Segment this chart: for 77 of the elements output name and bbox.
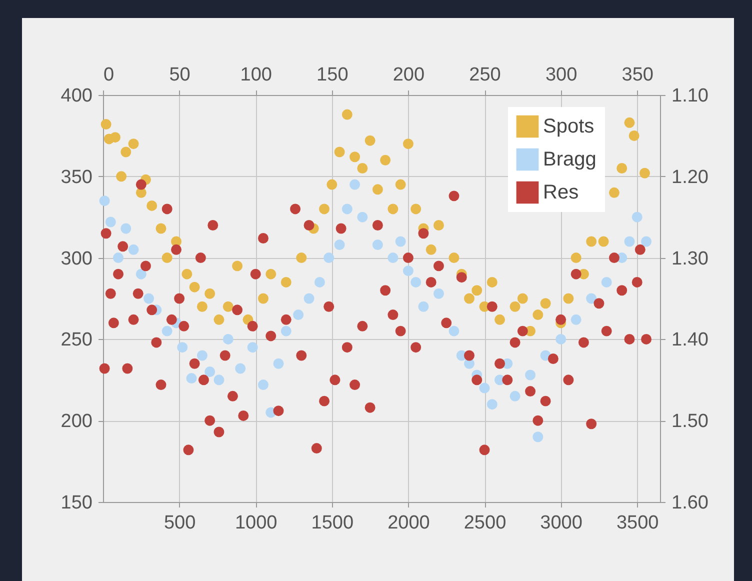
y2-tick-label: 1.40 [672,330,708,351]
x2-tick-label: 250 [469,64,501,86]
point [258,380,268,390]
y-tick-label: 200 [60,411,92,432]
x2-tick-label: 0 [104,64,114,86]
point [293,310,304,320]
point [433,288,444,299]
y-tick-label: 400 [60,86,92,106]
point [105,216,116,228]
point [136,268,146,280]
y-tick-label: 150 [60,492,92,514]
point [324,252,334,264]
point [418,301,429,312]
y2-tick-label: 1.20 [672,166,708,188]
point [214,374,224,386]
point [120,223,132,234]
point [479,382,490,394]
point [486,399,498,410]
x-tick-label: 3000 [540,512,582,534]
point [247,342,258,353]
point [402,266,414,276]
point [641,236,652,247]
x-tick-label: 3500 [616,512,659,534]
point [235,363,246,374]
point [556,334,566,344]
point [448,326,460,336]
point [162,326,172,336]
y2-tick-label: 1.10 [672,86,708,106]
point [586,293,597,304]
point [357,212,368,222]
point [570,314,582,325]
x2-tick-label: 350 [622,64,654,86]
x-tick-label: 1500 [311,512,354,534]
y2-tick-label: 1.60 [672,492,708,514]
x-tick-label: 500 [164,512,196,534]
point [372,240,383,250]
x2-tick-label: 300 [545,64,578,86]
point [395,236,406,247]
point [222,334,234,344]
point [99,196,110,206]
y-tick-label: 300 [60,248,92,270]
point [128,244,139,255]
point [632,212,642,222]
y2-tick-label: 1.30 [672,248,708,270]
legend-label: Spots [543,116,594,138]
point [314,276,325,288]
point [601,276,612,288]
point [177,342,188,353]
point [204,366,216,377]
y2-tick-label: 1.50 [672,411,708,432]
point [186,373,197,384]
x2-tick-label: 100 [240,64,272,86]
point [113,252,124,264]
point [342,204,352,214]
point [280,326,292,336]
point [532,432,544,442]
legend-label: Bragg [543,148,596,170]
point [525,370,536,380]
point [350,179,360,190]
y-tick-label: 350 [60,166,92,188]
point [410,276,422,288]
x2-tick-label: 200 [392,64,425,86]
point [388,252,398,264]
point [334,240,345,250]
point [510,390,520,402]
point [624,236,635,247]
y-tick-label: 250 [60,330,92,351]
x2-tick-label: 150 [316,64,348,86]
point [196,350,208,361]
point [144,293,154,304]
x2-tick-label: 50 [169,64,190,86]
x-tick-label: 2000 [388,512,430,534]
point [273,358,284,369]
x-tick-label: 2500 [464,512,506,534]
legend-label: Res [543,182,579,204]
x-tick-label: 1000 [234,512,278,534]
point [304,293,314,304]
